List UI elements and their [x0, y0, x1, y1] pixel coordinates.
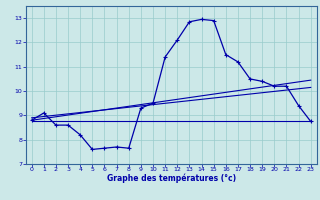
X-axis label: Graphe des températures (°c): Graphe des températures (°c) [107, 174, 236, 183]
